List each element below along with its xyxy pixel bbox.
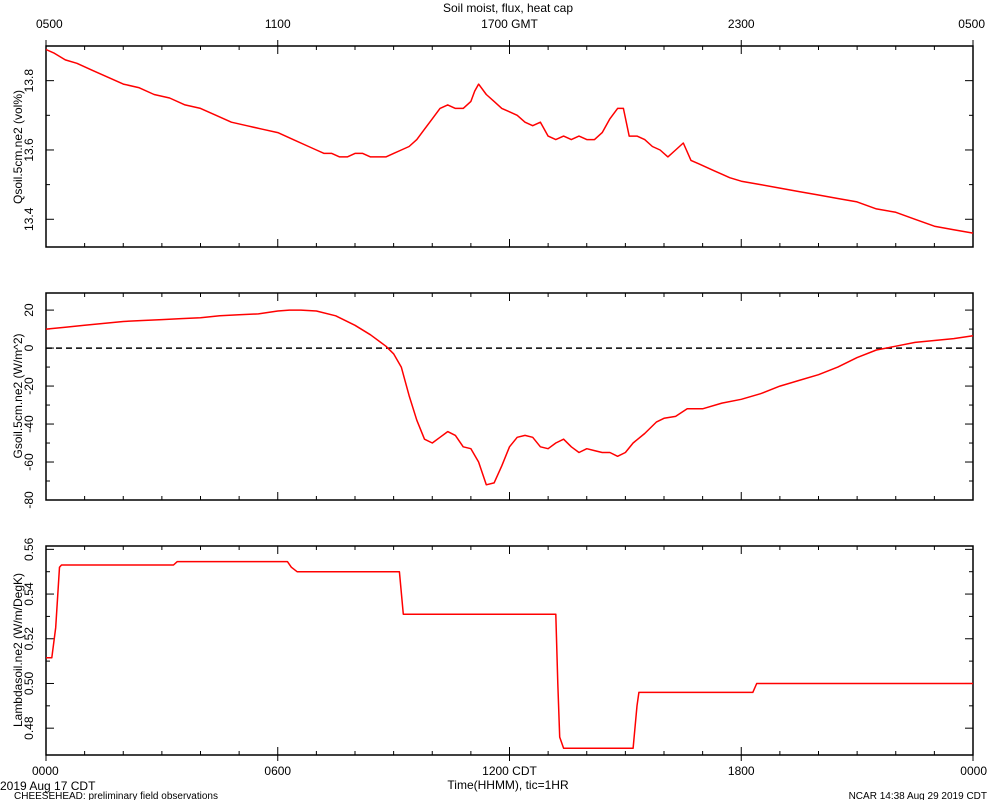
bottom-axis-tick-label: 1200 CDT: [482, 764, 537, 778]
series-line: [45, 309, 974, 486]
y-tick-label: 0.54: [22, 582, 36, 606]
bottom-axis-tick-label: 0000: [32, 764, 59, 778]
footer-right: NCAR 14:38 Aug 29 2019 CDT: [849, 791, 987, 800]
y-tick-label: 0.50: [22, 671, 36, 695]
chart-title: Soil moist, flux, heat cap: [443, 1, 573, 15]
y-tick-label: -20: [22, 377, 36, 395]
panel-soil-heat-flux: -80 -60 -40 -20 0 20 Gsoil.5cm.ne2 (W/m^2): [11, 292, 974, 509]
top-axis-tick-label: 1700 GMT: [481, 17, 538, 31]
plot-frame: [45, 292, 974, 501]
plot-frame: [45, 45, 974, 248]
panel-thermal-conductivity: 0.48 0.50 0.52 0.54 0.56 Lambdasoil.ne2 (W/m/…: [11, 537, 987, 778]
plot-frame: [45, 545, 974, 756]
bottom-axis-tick-label: 0000: [960, 764, 987, 778]
series-line: [46, 560, 973, 750]
y-tick-label: 13.4: [22, 207, 36, 231]
y-axis-label: Qsoil.5cm.ne2 (vol%): [11, 90, 25, 204]
date-label: 2019 Aug 17 CDT: [0, 779, 96, 793]
x-axis-label: Time(HHMM), tic=1HR: [447, 778, 569, 792]
y-axis-label: Lambdasoil.ne2 (W/m/DegK): [11, 573, 25, 727]
top-axis-tick-label: 0500: [958, 17, 985, 31]
top-axis-tick-label: 2300: [728, 17, 755, 31]
series-line: [45, 48, 974, 234]
top-axis-tick-label: 0500: [36, 17, 63, 31]
footer-left: CHEESEHEAD: preliminary field observatio…: [14, 791, 218, 800]
y-tick-label: 0.48: [22, 716, 36, 740]
y-tick-label: 13.8: [22, 69, 36, 93]
y-axis-label: Gsoil.5cm.ne2 (W/m^2): [11, 334, 25, 459]
bottom-axis-tick-label: 1800: [728, 764, 755, 778]
y-tick-label: -40: [22, 415, 36, 433]
bottom-axis-tick-label: 0600: [264, 764, 291, 778]
y-tick-label: 0: [22, 344, 36, 351]
y-tick-label: 20: [22, 303, 36, 317]
y-tick-label: -80: [22, 491, 36, 509]
y-tick-label: 0.52: [22, 627, 36, 651]
top-axis-tick-label: 1100: [265, 17, 291, 31]
y-tick-label: 13.6: [22, 138, 36, 162]
y-tick-label: 0.56: [22, 537, 36, 561]
y-tick-label: -60: [22, 453, 36, 471]
